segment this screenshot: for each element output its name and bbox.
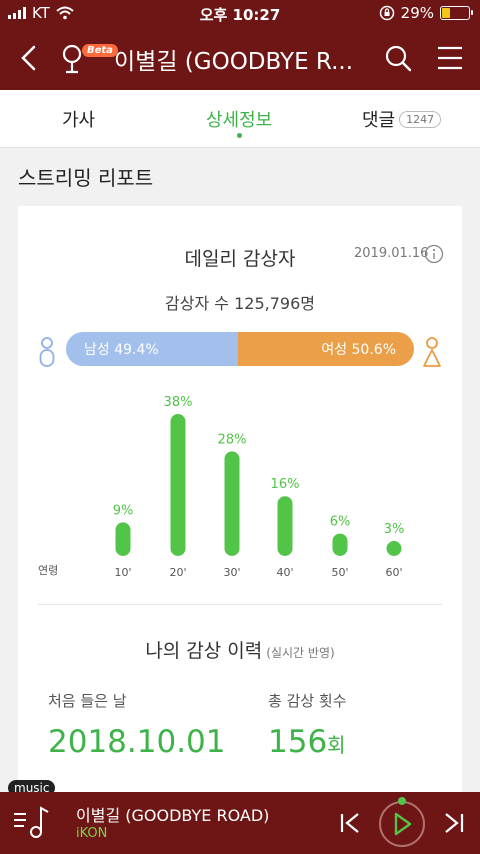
total-count-value: 156회 — [268, 724, 346, 760]
age-value-label: 38% — [164, 395, 193, 410]
age-distribution-chart: 9% 10' 38% 20' 28% 30' 16% 40' 6% 50' 3% 60' — [113, 395, 405, 579]
active-tab-indicator — [237, 133, 242, 138]
age-bar-30 — [224, 451, 240, 556]
male-ratio: 남성 49.4% — [66, 332, 238, 366]
carrier-label: KT — [32, 4, 50, 22]
first-listen-label: 처음 들은 날 — [48, 692, 127, 710]
age-value-label: 16% — [271, 477, 300, 492]
play-button[interactable] — [376, 796, 428, 848]
playlist-button[interactable] — [12, 802, 52, 842]
page-title: 이별길 (GOODBYE R... — [114, 49, 354, 75]
rotation-lock-icon — [379, 5, 394, 21]
age-bar-60 — [386, 541, 402, 556]
now-playing-artist[interactable]: iKON — [76, 826, 108, 841]
age-category-label: 30' — [223, 566, 240, 579]
now-playing-title[interactable]: 이별길 (GOODBYE ROAD) — [76, 806, 270, 825]
listener-count: 감상자 수 125,796명 — [165, 294, 315, 313]
age-bar-10 — [115, 522, 131, 556]
age-category-label: 40' — [276, 566, 293, 579]
voice-search-button[interactable]: Beta — [60, 42, 118, 76]
total-count-label: 총 감상 횟수 — [268, 692, 347, 710]
age-bar-50 — [332, 533, 348, 556]
age-value-label: 28% — [218, 432, 247, 447]
male-icon — [39, 337, 55, 367]
tab-comments[interactable]: 댓글 1247 — [362, 106, 442, 132]
tab-lyrics[interactable]: 가사 — [62, 110, 96, 131]
battery-icon — [440, 6, 473, 20]
total-count-number: 156 — [268, 724, 328, 760]
first-listen-date: 2018.10.01 — [48, 724, 226, 760]
age-value-label: 6% — [330, 515, 351, 530]
age-value-label: 9% — [113, 503, 134, 518]
menu-button[interactable] — [436, 44, 464, 72]
top-navbar: Beta 이별길 (GOODBYE R... — [0, 26, 480, 90]
search-button[interactable] — [382, 42, 414, 74]
history-title: 나의 감상 이력 (실시간 반영) — [18, 636, 462, 663]
battery-percent: 29% — [400, 4, 434, 22]
age-axis-label: 연령 — [38, 564, 59, 577]
history-subtitle: (실시간 반영) — [266, 646, 335, 660]
beta-badge: Beta — [82, 44, 118, 57]
previous-button[interactable] — [338, 810, 362, 836]
age-category-label: 10' — [114, 566, 131, 579]
comment-count-badge: 1247 — [399, 111, 442, 128]
tab-details[interactable]: 상세정보 — [206, 110, 273, 131]
status-bar: KT 오후 10:27 29% — [0, 0, 480, 26]
back-button[interactable] — [14, 42, 44, 74]
age-value-label: 3% — [384, 522, 405, 537]
total-count-unit: 회 — [327, 733, 346, 757]
tab-bar: 가사 상세정보 댓글 1247 — [0, 90, 480, 148]
mini-player: 이별길 (GOODBYE ROAD) iKON — [0, 792, 480, 854]
microphone-icon — [62, 44, 82, 74]
history-title-text: 나의 감상 이력 — [145, 640, 263, 662]
age-category-label: 50' — [331, 566, 348, 579]
info-icon[interactable] — [424, 244, 444, 264]
age-bar-20 — [170, 414, 186, 556]
divider — [38, 604, 442, 605]
female-icon — [423, 337, 441, 367]
age-bar-40 — [277, 496, 293, 556]
gender-ratio-bar: 남성 49.4% 여성 50.6% — [66, 332, 414, 366]
section-title: 스트리밍 리포트 — [18, 166, 154, 190]
wifi-icon — [56, 6, 74, 20]
streaming-report-card: 데일리 감상자 2019.01.16 감상자 수 125,796명 남성 49.… — [18, 206, 462, 806]
tab-comments-label: 댓글 — [362, 110, 396, 131]
age-category-label: 20' — [169, 566, 186, 579]
female-ratio: 여성 50.6% — [237, 332, 414, 366]
report-date: 2019.01.16 — [354, 246, 429, 261]
next-button[interactable] — [442, 810, 466, 836]
daily-listeners-title: 데일리 감상자 — [184, 248, 296, 270]
signal-icon — [8, 7, 26, 19]
status-time: 오후 10:27 — [199, 6, 281, 24]
age-category-label: 60' — [385, 566, 402, 579]
